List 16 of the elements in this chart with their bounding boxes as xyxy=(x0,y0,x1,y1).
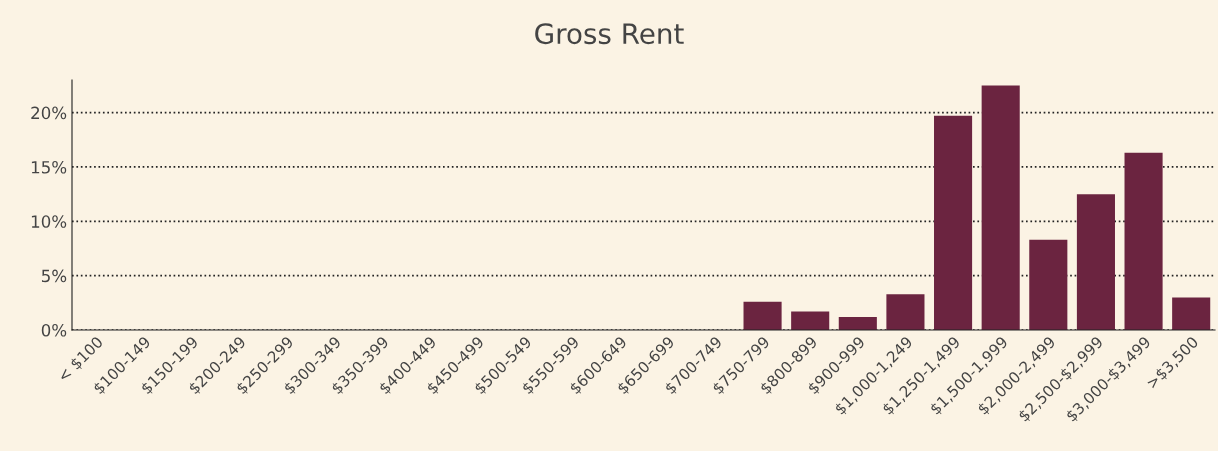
chart-title: Gross Rent xyxy=(535,23,684,45)
bar xyxy=(743,301,782,330)
bar xyxy=(791,311,830,330)
bar xyxy=(981,85,1020,330)
bar xyxy=(1076,194,1115,330)
bar xyxy=(1124,152,1163,330)
bar xyxy=(838,316,877,330)
bar xyxy=(1029,239,1068,330)
y-tick-label: 15% xyxy=(31,160,67,174)
y-tick-label: 10% xyxy=(31,215,67,228)
y-tick-label: 0% xyxy=(41,323,67,337)
bar xyxy=(934,115,973,330)
y-tick-label: 20% xyxy=(31,106,67,120)
bar xyxy=(886,294,925,330)
bar xyxy=(1172,297,1211,330)
y-tick-label: 5% xyxy=(41,269,67,283)
